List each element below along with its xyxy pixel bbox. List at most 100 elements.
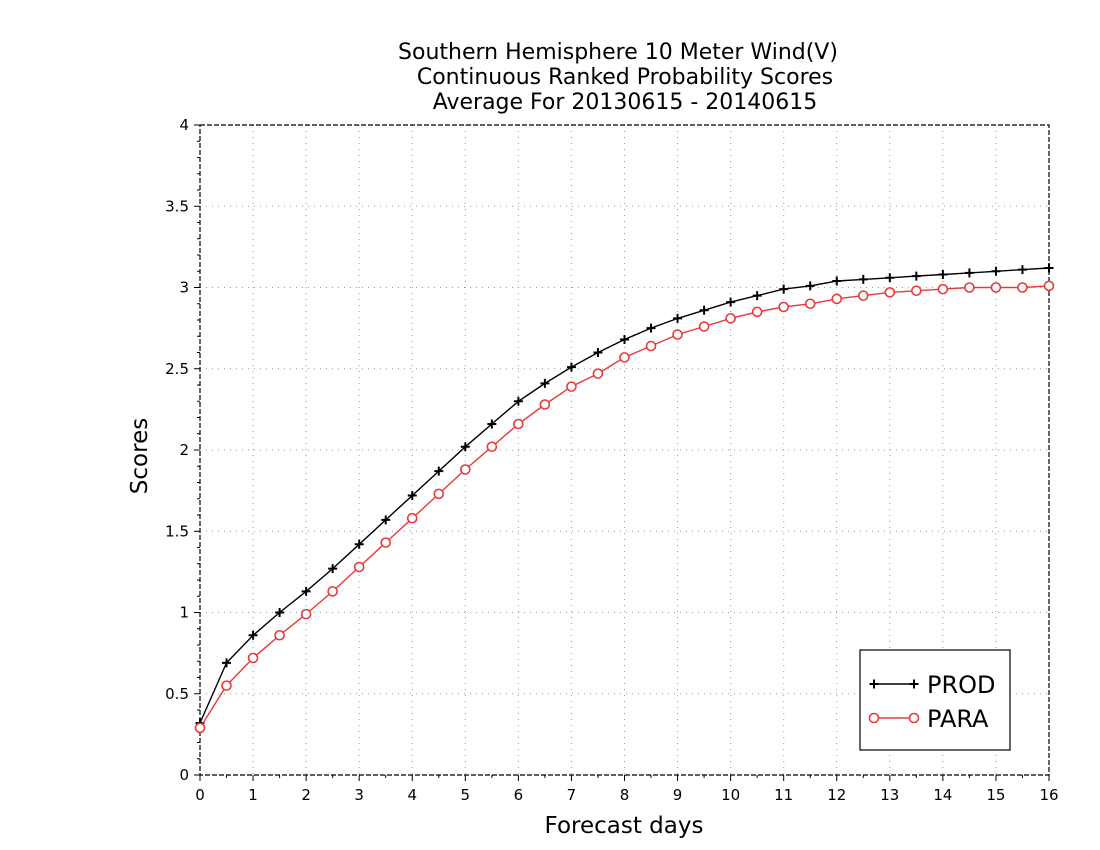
y-axis-label: Scores <box>127 418 153 494</box>
data-point-para <box>353 561 365 573</box>
data-point-prod <box>248 630 258 640</box>
data-point-prod <box>885 273 895 283</box>
data-point-para <box>990 282 1002 293</box>
plot-frame <box>199 124 1050 776</box>
data-point-prod <box>805 281 815 291</box>
data-point-prod <box>911 271 921 281</box>
data-point-prod <box>275 608 285 617</box>
legend-label: PARA <box>927 705 989 733</box>
data-point-para <box>592 368 604 379</box>
data-point-para <box>486 441 498 453</box>
data-point-prod <box>381 515 391 525</box>
series-layer <box>194 263 1055 734</box>
legend-entries: PROD PARA <box>868 671 996 733</box>
x-tick-label: 15 <box>986 786 1005 804</box>
axis-ticks: 0 1 2 3 4 5 6 7 8 9 10 11 12 13 14 15 1600.511.522.533.5… <box>165 116 1058 804</box>
data-point-para <box>645 340 657 352</box>
data-point-prod <box>1017 265 1027 275</box>
x-tick-label: 14 <box>933 786 952 804</box>
data-point-para <box>247 652 259 664</box>
x-tick-label: 1 <box>248 786 258 804</box>
legend-entry-prod: PROD <box>869 671 996 699</box>
data-point-para <box>327 586 338 597</box>
data-point-para <box>831 293 843 305</box>
data-point-para <box>725 313 736 324</box>
data-point-para <box>857 290 869 301</box>
data-point-prod <box>460 442 470 452</box>
x-tick-label: 3 <box>354 786 364 804</box>
data-point-prod <box>593 348 603 357</box>
x-tick-label: 2 <box>301 786 311 804</box>
legend-entry-para: PARA <box>868 705 989 733</box>
x-tick-label: 7 <box>567 786 577 804</box>
data-point-prod <box>646 323 656 333</box>
legend-marker <box>868 712 880 724</box>
data-point-para <box>380 537 392 548</box>
data-point-prod <box>540 378 550 388</box>
data-point-prod <box>620 335 629 344</box>
legend-label: PROD <box>927 671 996 699</box>
y-tick-label: 4 <box>179 116 189 134</box>
data-point-para <box>566 381 577 392</box>
x-tick-label: 5 <box>461 786 471 804</box>
data-point-para <box>751 306 763 318</box>
title-line-2: Continuous Ranked Probability Scores <box>417 65 833 90</box>
data-point-prod <box>513 396 523 406</box>
title-line-3: Average For 20130615 - 20140615 <box>433 90 818 115</box>
data-point-para <box>672 329 683 340</box>
y-tick-label: 1 <box>179 604 189 622</box>
data-point-para <box>804 298 816 310</box>
data-point-para <box>513 418 524 430</box>
x-tick-label: 13 <box>880 786 899 804</box>
data-point-prod <box>752 291 762 301</box>
data-point-prod <box>328 564 338 574</box>
x-tick-label: 11 <box>774 786 793 804</box>
x-tick-label: 12 <box>827 786 846 804</box>
data-point-para <box>619 352 630 363</box>
title-line-1: Southern Hemisphere 10 Meter Wind(V) <box>398 40 838 65</box>
x-tick-label: 8 <box>620 786 630 804</box>
data-point-para <box>884 287 896 298</box>
data-point-prod <box>301 586 311 596</box>
data-point-prod <box>407 491 417 500</box>
y-tick-label: 2.5 <box>165 360 189 378</box>
series-para <box>194 280 1055 734</box>
data-point-prod <box>699 305 709 315</box>
data-point-para <box>274 629 285 641</box>
data-point-para <box>911 285 922 297</box>
x-axis-label: Forecast days <box>545 813 704 839</box>
data-point-prod <box>938 270 948 279</box>
x-tick-label: 10 <box>721 786 740 804</box>
data-point-para <box>433 488 445 500</box>
y-tick-label: 3.5 <box>165 197 189 215</box>
data-point-para <box>460 464 471 475</box>
legend-marker <box>908 712 920 724</box>
data-point-para <box>539 399 551 410</box>
data-point-para <box>221 680 232 691</box>
data-point-prod <box>858 274 868 284</box>
data-point-prod <box>222 658 232 668</box>
data-point-prod <box>991 266 1001 276</box>
data-point-para <box>964 282 975 293</box>
chart-title: Southern Hemisphere 10 Meter Wind(V) Con… <box>398 40 838 115</box>
data-point-para <box>778 301 789 313</box>
data-point-prod <box>487 419 497 429</box>
x-tick-label: 16 <box>1039 786 1058 804</box>
legend-marker <box>909 679 919 689</box>
x-tick-label: 6 <box>514 786 524 804</box>
data-point-prod <box>779 284 789 294</box>
series-prod <box>195 263 1054 728</box>
data-point-para <box>1017 282 1028 293</box>
data-point-para <box>1043 280 1055 292</box>
legend-box <box>859 649 1011 751</box>
y-tick-label: 1.5 <box>165 522 189 540</box>
data-point-para <box>937 283 949 295</box>
x-tick-label: 9 <box>673 786 683 804</box>
legend: PROD PARA <box>859 649 1011 751</box>
data-point-prod <box>964 268 974 278</box>
legend-marker <box>869 679 879 689</box>
data-point-prod <box>434 466 444 476</box>
data-point-prod <box>673 313 683 323</box>
data-point-prod <box>832 276 842 286</box>
